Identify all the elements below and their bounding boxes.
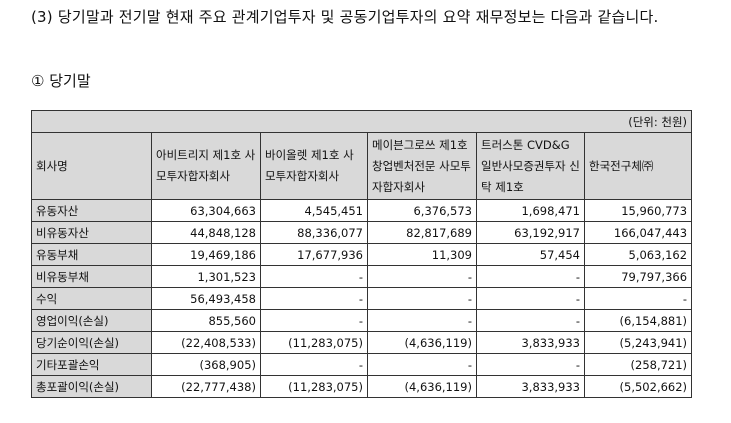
value-cell: 19,469,186 — [151, 243, 261, 266]
value-cell: 88,336,077 — [260, 221, 368, 244]
company-header: 아비트리지 제1호 사모투자합자회사 — [151, 132, 261, 200]
table-row: 유동부채 19,469,186 17,677,936 11,309 57,454 5,06… — [31, 243, 693, 266]
value-cell: 63,192,917 — [476, 221, 585, 244]
value-cell: - — [367, 287, 477, 310]
value-cell: 3,833,933 — [476, 331, 585, 354]
value-cell: 3,833,933 — [476, 375, 585, 398]
value-cell: - — [367, 309, 477, 332]
value-cell: (11,283,075) — [260, 375, 368, 398]
company-name-header: 회사명 — [31, 132, 152, 200]
intro-paragraph: (3) 당기말과 전기말 현재 주요 관계기업투자 및 공동기업투자의 요약 재… — [31, 8, 659, 26]
value-cell: (22,408,533) — [151, 331, 261, 354]
value-cell: - — [476, 309, 585, 332]
value-cell: (4,636,119) — [367, 375, 477, 398]
row-label: 수익 — [31, 287, 152, 310]
table-row: 유동자산 63,304,663 4,545,451 6,376,573 1,698,47… — [31, 199, 693, 222]
value-cell: - — [260, 265, 368, 288]
value-cell: 1,698,471 — [476, 199, 585, 222]
value-cell: (258,721) — [583, 353, 693, 376]
row-label: 유동자산 — [31, 199, 152, 222]
value-cell: (11,283,075) — [260, 331, 368, 354]
value-cell: 82,817,689 — [367, 221, 477, 244]
table-row: 비유동부채 1,301,523- - -79,797,366 — [31, 265, 693, 288]
table-row: 수익 56,493,458- - - - — [31, 287, 693, 310]
value-cell: (5,243,941) — [583, 331, 693, 354]
row-label: 기타포괄손익 — [31, 353, 152, 376]
value-cell: 15,960,773 — [583, 199, 693, 222]
value-cell: 6,376,573 — [367, 199, 477, 222]
value-cell: (4,636,119) — [367, 331, 477, 354]
header-row: 회사명 아비트리지 제1호 사모투자합자회사 바이올렛 제1호 사모투자합자회사… — [31, 132, 693, 200]
company-header: 메이븐그로쓰 제1호 창업벤처전문 사모투자합자회사 — [367, 132, 477, 200]
value-cell: (22,777,438) — [151, 375, 261, 398]
value-cell: 5,063,162 — [583, 243, 693, 266]
table-row: 총포괄이익(손실) (22,777,438) (11,283,075) (4,636,… — [31, 375, 693, 398]
row-label: 영업이익(손실) — [31, 309, 152, 332]
value-cell: 63,304,663 — [151, 199, 261, 222]
value-cell: 1,301,523 — [151, 265, 261, 288]
value-cell: 11,309 — [367, 243, 477, 266]
value-cell: - — [260, 287, 368, 310]
value-cell: - — [583, 287, 693, 310]
value-cell: (5,502,662) — [583, 375, 693, 398]
unit-label: (단위: 천원) — [30, 110, 693, 133]
value-cell: 57,454 — [476, 243, 585, 266]
value-cell: 79,797,366 — [583, 265, 693, 288]
value-cell: 56,493,458 — [151, 287, 261, 310]
row-label: 당기순이익(손실) — [31, 331, 152, 354]
value-cell: 166,047,443 — [583, 221, 693, 244]
row-label: 유동부채 — [31, 243, 152, 266]
value-cell: - — [367, 353, 477, 376]
company-header: 바이올렛 제1호 사모투자합자회사 — [260, 132, 368, 200]
row-label: 비유동부채 — [31, 265, 152, 288]
company-header: 트러스톤 CVD&G 일반사모증권투자 신탁 제1호 — [476, 132, 585, 200]
value-cell: - — [260, 309, 368, 332]
value-cell: 17,677,936 — [260, 243, 368, 266]
company-header: 한국전구체㈜ — [583, 132, 693, 200]
row-label: 비유동자산 — [31, 221, 152, 244]
value-cell: 855,560 — [151, 309, 261, 332]
section-subheading: ① 당기말 — [31, 72, 91, 90]
value-cell: (368,905) — [151, 353, 261, 376]
value-cell: - — [476, 265, 585, 288]
unit-row: (단위: 천원) — [30, 110, 693, 133]
financial-summary-table: (단위: 천원) 회사명 아비트리지 제1호 사모투자합자회사 바이올렛 제1호… — [30, 110, 693, 398]
value-cell: (6,154,881) — [583, 309, 693, 332]
table-row: 비유동자산 44,848,128 88,336,077 82,817,689 63,19… — [31, 221, 693, 244]
value-cell: - — [476, 287, 585, 310]
value-cell: - — [260, 353, 368, 376]
value-cell: 44,848,128 — [151, 221, 261, 244]
value-cell: 4,545,451 — [260, 199, 368, 222]
table-row: 영업이익(손실) 855,560- - - (6,154,881) — [31, 309, 693, 332]
value-cell: - — [367, 265, 477, 288]
row-label: 총포괄이익(손실) — [31, 375, 152, 398]
table-row: 당기순이익(손실) (22,408,533) (11,283,075) (4,636,… — [31, 331, 693, 354]
value-cell: - — [476, 353, 585, 376]
table-row: 기타포괄손익 (368,905) - - - (258,721) — [31, 353, 693, 376]
